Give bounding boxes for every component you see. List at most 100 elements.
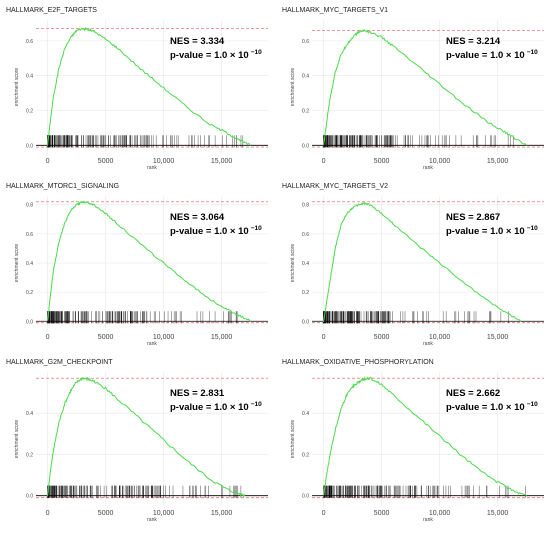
nes-annotation: NES = 2.831 [170, 388, 225, 399]
pvalue-exponent: −10 [251, 225, 262, 232]
y-tick-label: 0.4 [302, 411, 309, 417]
y-tick-label: 0.2 [302, 290, 309, 296]
enrichment-curve [323, 29, 527, 146]
x-tick-label: 0 [46, 510, 50, 517]
x-tick-label: 0 [322, 334, 326, 341]
nes-annotation: NES = 3.214 [446, 36, 501, 47]
y-axis-label: enrichment score [14, 244, 20, 283]
gsea-chart-6: HALLMARK_OXIDATIVE_PHOSPHORYLATION 0 5000 1… [282, 359, 544, 523]
x-tick-label: 15,000 [487, 334, 509, 341]
y-tick-label: 0.6 [26, 232, 33, 238]
pvalue-annotation: p-value = 1.0 × 10 −10 [170, 225, 262, 237]
x-tick-label: 15,000 [211, 510, 233, 517]
nes-annotation: NES = 3.334 [170, 36, 225, 47]
y-tick-label: 0.6 [26, 39, 33, 45]
x-axis-label: rank [147, 517, 157, 523]
x-tick-label: 10,000 [153, 510, 175, 517]
y-tick-label: 0.6 [302, 232, 309, 238]
y-tick-label: 0.6 [302, 39, 309, 45]
y-tick-label: 0.0 [26, 494, 33, 500]
pvalue-exponent: −10 [527, 225, 538, 232]
y-tick-label: 0.4 [26, 411, 33, 417]
x-axis-label: rank [423, 341, 433, 347]
enrichment-curve [47, 376, 246, 498]
pvalue-annotation: p-value = 1.0 × 10 −10 [446, 225, 538, 237]
x-axis-label: rank [423, 517, 433, 523]
x-tick-label: 5000 [98, 510, 114, 517]
y-tick-label: 0.0 [26, 319, 33, 325]
chart-title: HALLMARK_E2F_TARGETS [6, 7, 97, 14]
gsea-panel-2: HALLMARK_MYC_TARGETS_V1 0 5000 10,000 15,000… [280, 2, 548, 174]
chart-title: HALLMARK_OXIDATIVE_PHOSPHORYLATION [282, 359, 434, 366]
x-tick-label: 5000 [98, 334, 114, 341]
x-tick-label: 15,000 [211, 334, 233, 341]
pvalue-exponent: −10 [527, 401, 538, 408]
x-axis-label: rank [147, 165, 157, 171]
y-tick-label: 0.2 [26, 108, 33, 114]
x-tick-label: 5000 [98, 158, 114, 165]
pvalue-annotation: p-value = 1.0 × 10 −10 [446, 49, 538, 61]
gsea-panel-4: HALLMARK_MYC_TARGETS_V2 0 5000 10,000 15,000… [280, 178, 548, 350]
gsea-panel-1: HALLMARK_E2F_TARGETS 0 5000 10,000 15,000 0.0… [4, 2, 272, 174]
x-tick-label: 5000 [374, 510, 390, 517]
y-tick-label: 0.4 [302, 74, 309, 80]
gsea-panel-3: HALLMARK_MTORC1_SIGNALING 0 5000 10,000 15,0… [4, 178, 272, 350]
x-tick-label: 0 [46, 334, 50, 341]
x-axis-label: rank [147, 341, 157, 347]
enrichment-curve [323, 201, 522, 323]
y-tick-label: 0.4 [26, 261, 33, 267]
y-axis-label: enrichment score [14, 420, 20, 459]
gsea-chart-4: HALLMARK_MYC_TARGETS_V2 0 5000 10,000 15,000… [282, 183, 544, 347]
x-tick-label: 0 [46, 158, 50, 165]
x-tick-label: 15,000 [211, 158, 233, 165]
x-tick-label: 5000 [374, 158, 390, 165]
pvalue-annotation: p-value = 1.0 × 10 −10 [170, 401, 262, 413]
pvalue-annotation: p-value = 1.0 × 10 −10 [170, 49, 262, 61]
chart-title: HALLMARK_MTORC1_SIGNALING [6, 183, 119, 190]
x-tick-label: 10,000 [153, 158, 175, 165]
y-tick-label: 0.0 [302, 494, 309, 500]
pvalue-exponent: −10 [527, 49, 538, 56]
nes-annotation: NES = 3.064 [170, 212, 225, 223]
x-axis-label: rank [423, 165, 433, 171]
x-tick-label: 10,000 [429, 510, 451, 517]
pvalue-exponent: −10 [251, 401, 262, 408]
x-tick-label: 15,000 [487, 510, 509, 517]
x-tick-label: 10,000 [429, 158, 451, 165]
chart-title: HALLMARK_MYC_TARGETS_V1 [282, 7, 388, 14]
y-axis-label: enrichment score [14, 68, 20, 107]
x-tick-label: 0 [322, 510, 326, 517]
y-tick-label: 0.0 [302, 319, 309, 325]
y-axis-label: enrichment score [290, 244, 296, 283]
y-tick-label: 0.4 [302, 261, 309, 267]
enrichment-curve [47, 26, 251, 146]
enrichment-curve [323, 376, 527, 497]
x-tick-label: 0 [322, 158, 326, 165]
x-tick-label: 5000 [374, 334, 390, 341]
x-tick-label: 10,000 [429, 334, 451, 341]
y-tick-label: 0.0 [26, 143, 33, 149]
nes-annotation: NES = 2.662 [446, 388, 500, 399]
chart-title: HALLMARK_G2M_CHECKPOINT [6, 359, 113, 366]
y-tick-label: 0.2 [302, 452, 309, 458]
x-tick-label: 10,000 [153, 334, 175, 341]
gsea-panel-5: HALLMARK_G2M_CHECKPOINT 0 5000 10,000 15,000… [4, 354, 272, 526]
nes-annotation: NES = 2.867 [446, 212, 500, 223]
gsea-panel-6: HALLMARK_OXIDATIVE_PHOSPHORYLATION 0 5000 1… [280, 354, 548, 526]
y-tick-label: 0.0 [302, 143, 309, 149]
y-tick-label: 0.2 [26, 452, 33, 458]
y-tick-label: 0.4 [26, 74, 33, 80]
gsea-chart-2: HALLMARK_MYC_TARGETS_V1 0 5000 10,000 15,000… [282, 7, 544, 171]
gsea-chart-5: HALLMARK_G2M_CHECKPOINT 0 5000 10,000 15,000… [6, 359, 268, 523]
y-tick-label: 0.2 [26, 290, 33, 296]
chart-title: HALLMARK_MYC_TARGETS_V2 [282, 183, 388, 190]
y-tick-label: 0.8 [302, 203, 309, 209]
gsea-chart-1: HALLMARK_E2F_TARGETS 0 5000 10,000 15,000 0.0… [6, 7, 268, 171]
y-axis-label: enrichment score [290, 68, 296, 107]
pvalue-exponent: −10 [251, 49, 262, 56]
y-tick-label: 0.2 [302, 108, 309, 114]
x-tick-label: 15,000 [487, 158, 509, 165]
enrichment-curve [47, 200, 251, 322]
pvalue-annotation: p-value = 1.0 × 10 −10 [446, 401, 538, 413]
